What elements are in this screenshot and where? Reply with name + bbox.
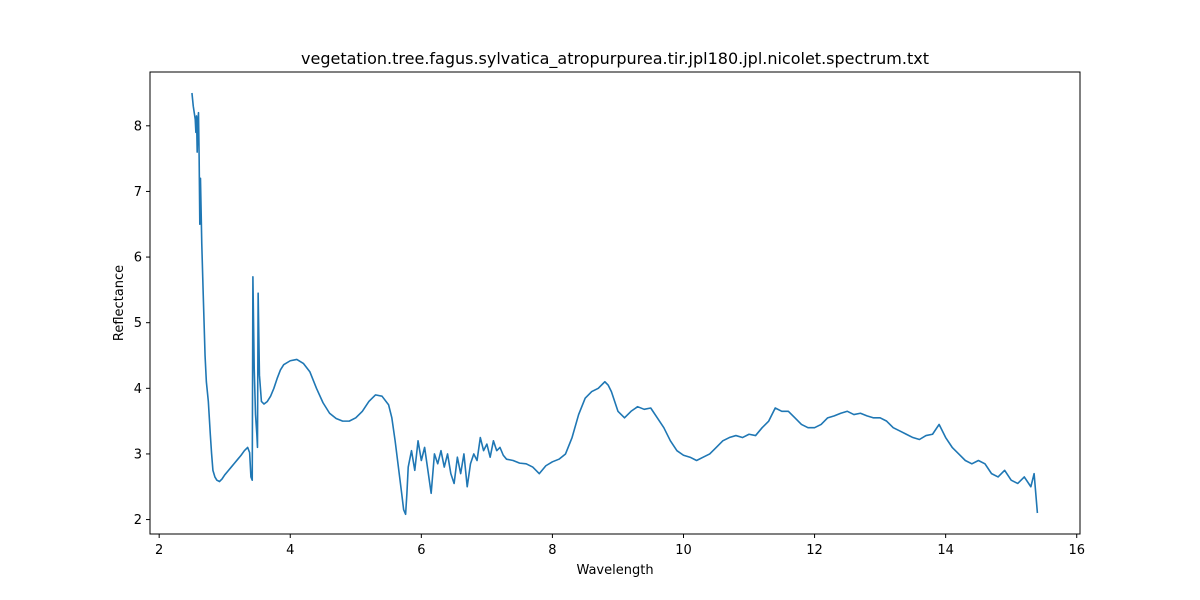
y-tick-label: 6 xyxy=(134,251,142,266)
plot-area xyxy=(150,72,1080,534)
plot-frame xyxy=(149,71,1081,535)
x-tick-label: 10 xyxy=(675,543,692,558)
x-tick-label: 14 xyxy=(937,543,954,558)
x-tick-label: 2 xyxy=(155,543,163,558)
y-tick-label: 7 xyxy=(134,185,142,200)
series-layer xyxy=(191,92,1039,516)
x-tick-label: 16 xyxy=(1068,543,1085,558)
y-tick-label: 2 xyxy=(134,513,142,528)
y-axis-label: Reflectance xyxy=(112,265,127,341)
y-axis: 2 3 4 5 6 7 8 xyxy=(134,119,150,528)
x-axis-label: Wavelength xyxy=(576,563,653,578)
x-axis: 2 4 6 8 10 12 14 16 xyxy=(155,534,1085,558)
y-tick-label: 4 xyxy=(134,382,142,397)
y-tick-label: 8 xyxy=(134,119,142,134)
series-line-0 xyxy=(191,92,1039,516)
chart-title: vegetation.tree.fagus.sylvatica_atropurp… xyxy=(301,49,929,69)
x-tick-label: 4 xyxy=(286,543,294,558)
x-tick-label: 8 xyxy=(548,543,556,558)
x-tick-label: 12 xyxy=(806,543,823,558)
y-tick-label: 5 xyxy=(134,316,142,331)
x-tick-label: 6 xyxy=(417,543,425,558)
y-tick-label: 3 xyxy=(134,447,142,462)
